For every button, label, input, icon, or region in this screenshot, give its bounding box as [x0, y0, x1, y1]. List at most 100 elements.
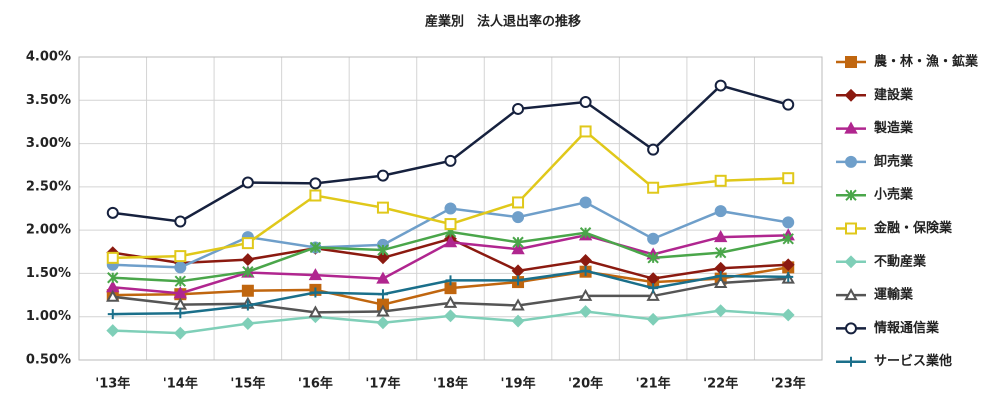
marker — [646, 312, 660, 326]
x-tick-label: '18年 — [433, 376, 468, 392]
marker — [241, 284, 254, 297]
legend-label: 建設業 — [874, 87, 914, 103]
marker — [241, 176, 254, 189]
marker — [309, 177, 322, 190]
marker — [174, 215, 187, 228]
marker — [106, 251, 119, 264]
marker — [445, 275, 456, 286]
marker — [174, 275, 187, 287]
marker — [376, 169, 389, 182]
legend-label: 小売業 — [874, 187, 914, 203]
marker — [512, 102, 525, 115]
marker — [782, 216, 795, 229]
marker — [782, 233, 794, 245]
legend-marker — [844, 121, 858, 134]
marker — [511, 298, 525, 311]
legend-marker — [845, 222, 857, 235]
marker — [781, 258, 795, 272]
marker — [242, 265, 254, 278]
marker — [648, 283, 659, 294]
marker — [174, 250, 187, 263]
legend-marker — [845, 56, 857, 68]
legend-marker — [845, 155, 857, 168]
marker — [444, 218, 457, 231]
legend-marker — [845, 322, 857, 335]
marker — [310, 287, 321, 298]
marker — [647, 232, 660, 245]
marker — [173, 286, 188, 299]
marker — [579, 196, 592, 209]
marker — [579, 254, 593, 267]
marker — [714, 174, 727, 187]
marker — [580, 265, 591, 276]
marker — [647, 252, 659, 264]
legend-label: 情報通信業 — [874, 320, 940, 336]
y-tick-label: 3.50% — [26, 93, 71, 108]
marker — [377, 289, 388, 300]
marker — [242, 300, 253, 311]
marker — [444, 202, 457, 215]
marker — [713, 275, 728, 288]
marker — [241, 317, 255, 331]
marker — [511, 264, 525, 278]
marker — [308, 268, 323, 281]
legend-label: 不動産業 — [874, 253, 927, 269]
y-tick-label: 2.00% — [26, 223, 71, 238]
marker — [309, 189, 322, 202]
marker — [579, 96, 592, 109]
marker — [443, 295, 458, 308]
marker — [106, 324, 120, 337]
marker — [309, 241, 322, 254]
marker — [106, 206, 119, 219]
marker — [783, 271, 794, 282]
legend-marker — [845, 189, 857, 201]
legend-label: サービス業他 — [874, 353, 952, 369]
y-tick-label: 1.00% — [26, 309, 71, 324]
x-tick-label: '23年 — [771, 376, 806, 392]
y-tick-label: 4.00% — [26, 50, 71, 65]
chart-title: 産業別 法人退出率の推移 — [425, 14, 581, 30]
marker — [377, 244, 389, 256]
marker — [512, 196, 525, 209]
legend-label: 運輸業 — [874, 287, 914, 303]
marker — [714, 246, 727, 259]
marker — [376, 271, 390, 284]
legend-marker — [846, 356, 856, 367]
marker — [782, 98, 795, 111]
x-tick-label: '14年 — [163, 376, 198, 392]
marker — [173, 297, 188, 310]
marker — [444, 309, 457, 323]
marker — [579, 125, 592, 138]
marker — [714, 304, 728, 318]
series — [106, 271, 795, 318]
marker — [647, 181, 660, 194]
marker — [376, 201, 389, 214]
marker — [174, 261, 187, 274]
marker — [308, 305, 323, 318]
marker — [578, 288, 593, 301]
marker — [173, 326, 187, 340]
marker — [782, 172, 795, 185]
marker — [241, 237, 254, 250]
y-tick-label: 3.00% — [26, 136, 71, 151]
legend-label: 製造業 — [873, 120, 914, 136]
y-tick-label: 0.50% — [26, 353, 71, 368]
marker — [443, 235, 458, 248]
legend-label: 農・林・漁・鉱業 — [874, 54, 979, 70]
marker — [511, 242, 525, 255]
marker — [714, 205, 727, 218]
x-tick-label: '19年 — [501, 376, 536, 392]
x-tick-label: '20年 — [568, 376, 603, 392]
marker — [511, 314, 525, 328]
y-tick-label: 1.50% — [26, 266, 71, 281]
marker — [647, 143, 660, 156]
x-tick-label: '21年 — [636, 376, 671, 392]
legend-marker — [844, 255, 858, 269]
x-tick-label: '15年 — [230, 376, 265, 392]
marker — [512, 236, 524, 248]
marker — [579, 227, 592, 239]
series — [107, 226, 794, 287]
x-tick-label: '16年 — [298, 376, 333, 392]
series — [106, 125, 795, 264]
